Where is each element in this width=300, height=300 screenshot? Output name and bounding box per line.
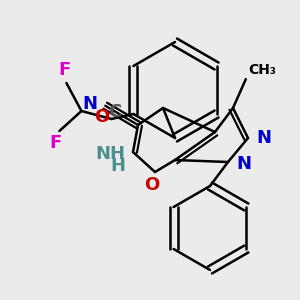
Text: H: H — [110, 157, 125, 175]
Text: F: F — [58, 61, 70, 79]
Text: N: N — [256, 129, 271, 147]
Text: N: N — [236, 155, 251, 173]
Text: C: C — [109, 103, 122, 121]
Text: N: N — [82, 95, 97, 113]
Text: O: O — [94, 108, 110, 126]
Text: CH₃: CH₃ — [248, 63, 276, 77]
Text: F: F — [49, 134, 62, 152]
Text: NH: NH — [95, 145, 125, 163]
Text: O: O — [144, 176, 160, 194]
